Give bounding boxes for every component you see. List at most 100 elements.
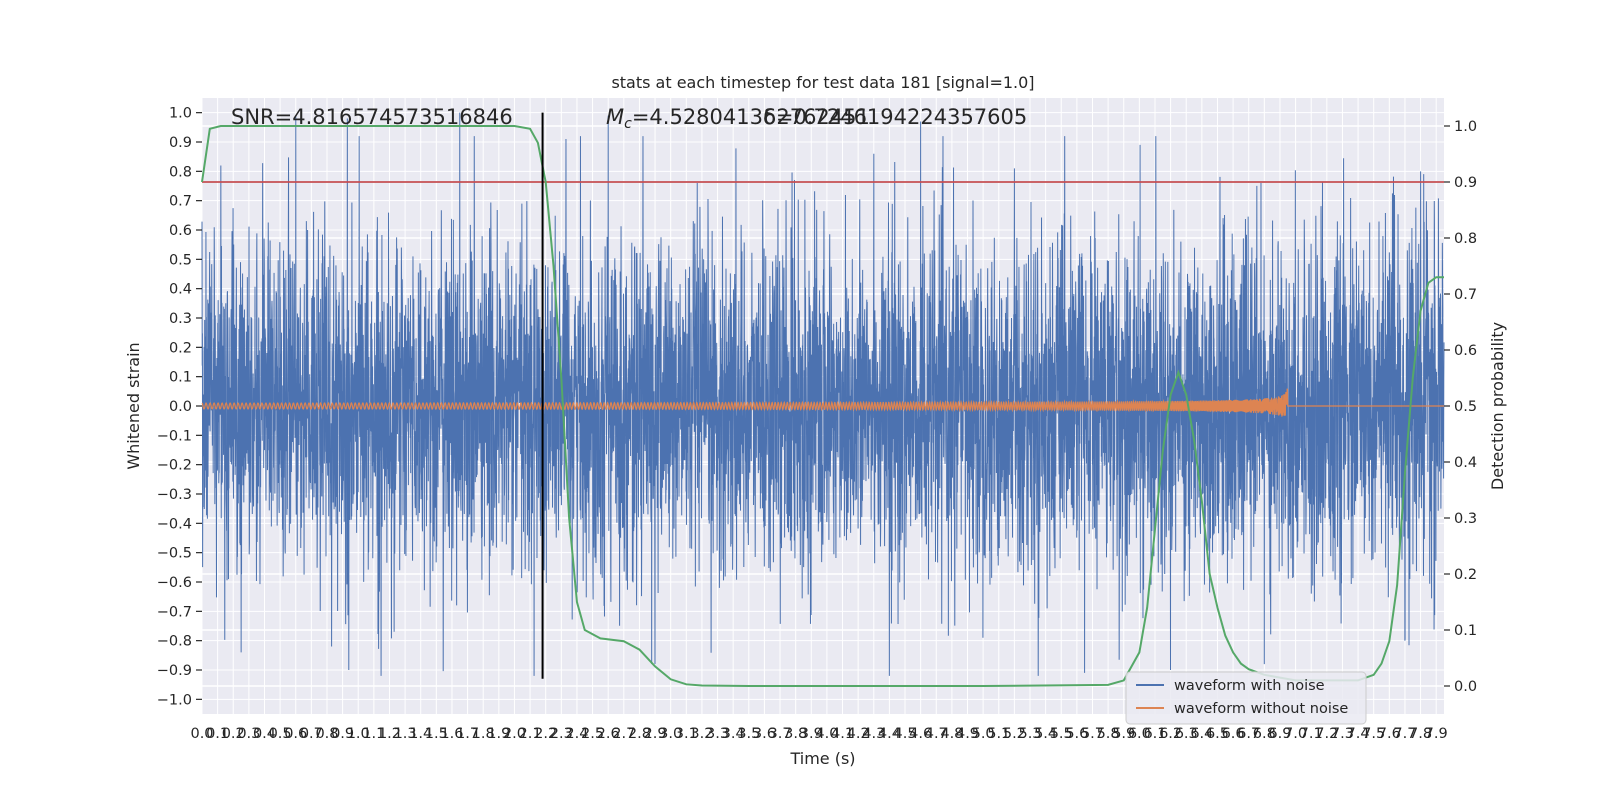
x-tick-label: 4.5 [893,726,916,742]
x-tick-label: 5.1 [987,726,1010,742]
x-tick-label: 1.4 [409,726,432,742]
x-tick-label: 1.7 [456,726,479,742]
x-tick-label: 3.9 [800,726,823,742]
x-tick-label: 1.6 [440,726,463,742]
x-tick-label: 2.8 [628,726,651,742]
x-tick-label: 7.4 [1347,726,1370,742]
axes: 0.00.10.20.30.40.50.60.70.80.91.01.11.21… [157,106,1477,742]
chirp-mass-annotation: Mc=4.528041362762451 [606,105,870,132]
legend-label-noise: waveform with noise [1174,678,1325,694]
x-tick-label: 0.4 [253,726,276,742]
y2-tick-label: 0.7 [1454,287,1477,303]
y-tick-label: 0.1 [169,370,192,386]
x-tick-label: 5.3 [1018,726,1041,742]
y-tick-label: 0.6 [169,223,192,239]
x-tick-label: 3.8 [784,726,807,742]
y2-tick-label: 0.4 [1454,455,1477,471]
x-tick-label: 1.0 [347,726,370,742]
x-tick-label: 7.9 [1425,726,1448,742]
x-tick-label: 6.5 [1206,726,1229,742]
y-tick-label: 0.2 [169,340,192,356]
y2-tick-label: 0.2 [1454,567,1477,583]
x-tick-label: 4.4 [878,726,901,742]
x-tick-label: 5.2 [1003,726,1026,742]
x-tick-label: 1.3 [394,726,417,742]
x-tick-label: 0.5 [269,726,292,742]
x-tick-label: 7.1 [1300,726,1323,742]
x-tick-label: 6.8 [1253,726,1276,742]
x-tick-label: 2.4 [565,726,588,742]
y-tick-label: −0.1 [157,428,192,444]
x-tick-label: 4.2 [847,726,870,742]
x-tick-label: 7.2 [1315,726,1338,742]
y-tick-label: −0.8 [157,634,192,650]
y2-tick-label: 0.1 [1454,623,1477,639]
y-tick-label: −0.3 [157,487,192,503]
x-tick-label: 3.2 [690,726,713,742]
x-tick-label: 5.6 [1065,726,1088,742]
x-tick-label: 0.8 [315,726,338,742]
x-tick-label: 1.2 [378,726,401,742]
x-tick-label: 3.6 [753,726,776,742]
x-tick-label: 7.5 [1362,726,1385,742]
x-tick-label: 6.1 [1143,726,1166,742]
legend-label-clean: waveform without noise [1174,701,1348,717]
x-tick-label: 6.9 [1268,726,1291,742]
x-axis-title: Time (s) [789,749,855,768]
x-tick-label: 0.2 [222,726,245,742]
y-tick-label: −0.4 [157,516,192,532]
x-tick-label: 3.0 [659,726,682,742]
x-tick-label: 2.9 [644,726,667,742]
x-tick-label: 4.9 [956,726,979,742]
x-tick-label: 5.7 [1081,726,1104,742]
chirp-mass-value: =4.528041362762451 [632,105,870,129]
y2-tick-label: 0.8 [1454,231,1477,247]
x-tick-label: 3.5 [737,726,760,742]
overlap-annotation: δ=0.7246194224357605 [763,105,1027,129]
y-axis-title: Whitened strain [124,342,143,469]
x-tick-label: 4.6 [909,726,932,742]
x-tick-label: 1.5 [425,726,448,742]
x-tick-label: 6.7 [1237,726,1260,742]
x-tick-label: 7.3 [1331,726,1354,742]
series-waveform-without-noise [201,388,1444,417]
chart-title: stats at each timestep for test data 181… [611,73,1034,92]
x-tick-label: 4.7 [925,726,948,742]
x-tick-label: 5.4 [1034,726,1057,742]
series-detection-probability [201,125,1444,687]
x-tick-label: 5.9 [1112,726,1135,742]
y2-tick-label: 0.9 [1454,175,1477,191]
y2-axis-title: Detection probability [1488,322,1507,490]
y2-tick-label: 1.0 [1454,119,1477,135]
y-tick-label: 0.4 [169,282,192,298]
x-tick-label: 2.6 [597,726,620,742]
y-tick-label: 1.0 [169,106,192,122]
x-tick-label: 7.6 [1378,726,1401,742]
x-tick-label: 1.9 [487,726,510,742]
y-tick-label: −0.9 [157,663,192,679]
x-tick-label: 6.4 [1190,726,1213,742]
y-tick-label: 0.8 [169,164,192,180]
x-tick-label: 4.1 [831,726,854,742]
x-tick-label: 3.3 [706,726,729,742]
x-tick-label: 3.4 [722,726,745,742]
x-tick-label: 0.0 [190,726,213,742]
y-tick-label: −0.2 [157,458,192,474]
y-tick-label: 0.5 [169,252,192,268]
series-layer [201,112,1445,687]
x-tick-label: 2.2 [534,726,557,742]
y2-tick-label: 0.5 [1454,399,1477,415]
series-waveform-with-noise [201,112,1445,676]
y-tick-label: 0.3 [169,311,192,327]
x-tick-label: 0.9 [331,726,354,742]
x-tick-label: 6.2 [1159,726,1182,742]
y-tick-label: −0.6 [157,575,192,591]
chirp-mass-symbol: M [606,105,624,129]
x-tick-label: 6.3 [1175,726,1198,742]
x-tick-label: 2.1 [519,726,542,742]
legend-box [1125,671,1367,725]
y-tick-label: −0.7 [157,604,192,620]
y2-tick-label: 0.6 [1454,343,1477,359]
x-tick-label: 4.0 [815,726,838,742]
y-tick-label: 0.0 [169,399,192,415]
